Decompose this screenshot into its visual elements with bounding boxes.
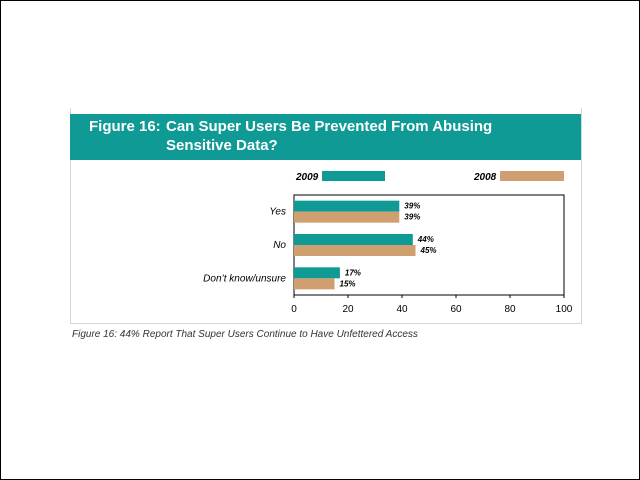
x-tick-label: 80 [504, 304, 516, 315]
figure-title-line1: Can Super Users Be Prevented From Abusin… [166, 118, 493, 135]
figure-title-banner: Figure 16: Can Super Users Be Prevented … [70, 114, 581, 160]
legend-swatch-2009 [322, 171, 385, 181]
bar-2009-1 [294, 234, 413, 245]
x-tick-label: 40 [396, 304, 408, 315]
bar-2009-0 [294, 200, 400, 212]
category-label: No [273, 240, 286, 251]
legend-label-2009: 2009 [296, 172, 319, 183]
x-tick-label: 20 [342, 304, 354, 315]
bar-value-label: 44% [417, 235, 434, 244]
bar-value-label: 15% [340, 279, 356, 288]
x-tick-label: 60 [450, 304, 462, 315]
bar-value-label: 45% [420, 246, 437, 255]
bar-2008-2 [294, 278, 335, 290]
bar-value-label: 17% [345, 268, 361, 277]
figure-number: Figure 16: [89, 118, 161, 135]
figure-title-line2: Sensitive Data? [166, 137, 278, 154]
bar-2009-2 [294, 267, 340, 279]
category-label: Don’t know/unsure [203, 273, 286, 284]
category-label: Yes [269, 207, 286, 218]
bar-value-label: 39% [404, 213, 420, 222]
figure-caption: Figure 16: 44% Report That Super Users C… [72, 329, 418, 340]
legend-label-2008: 2008 [474, 172, 497, 183]
x-tick-label: 100 [556, 304, 573, 315]
bar-2008-1 [294, 245, 416, 256]
legend-swatch-2008 [500, 171, 564, 181]
bar-2008-0 [294, 211, 400, 223]
bar-value-label: 39% [404, 202, 420, 211]
x-tick-label: 0 [291, 304, 297, 315]
